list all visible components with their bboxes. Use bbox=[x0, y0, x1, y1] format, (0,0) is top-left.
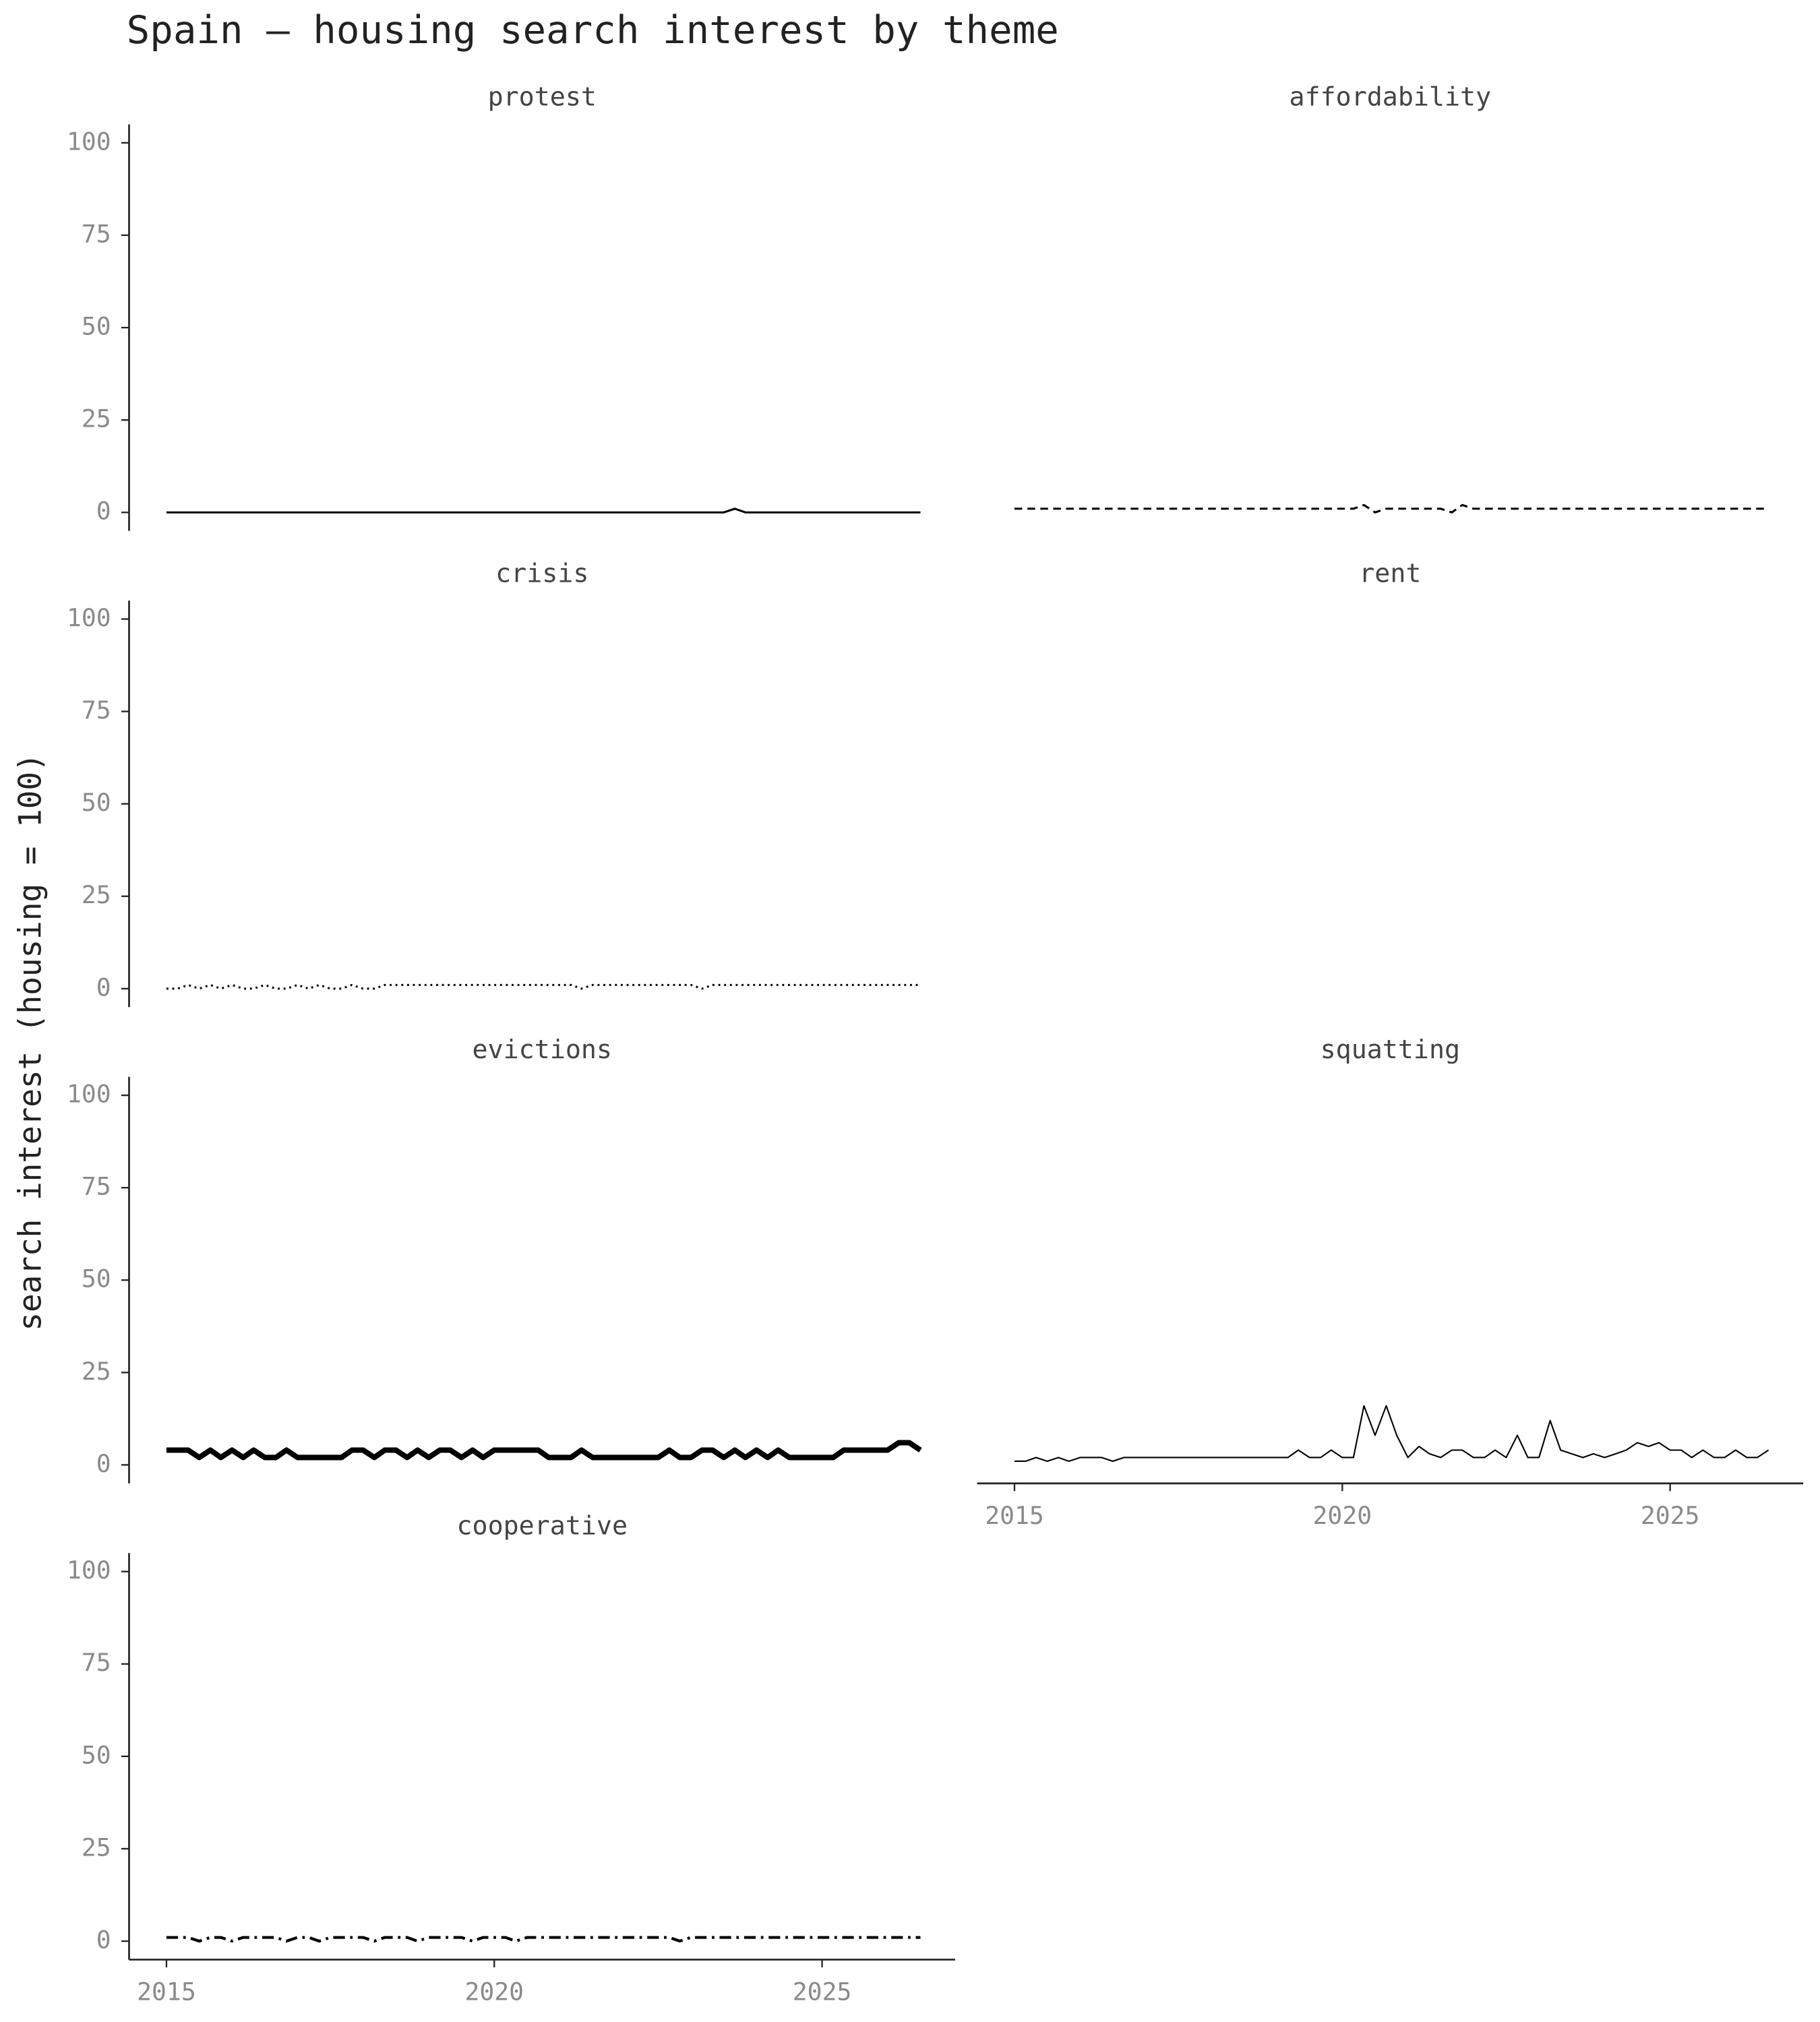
y-tick-label: 75 bbox=[82, 1172, 111, 1201]
y-tick-label: 50 bbox=[82, 312, 111, 341]
panel-title: rent bbox=[1359, 558, 1421, 588]
series-line bbox=[166, 1440, 922, 1461]
series-line bbox=[166, 1936, 921, 1943]
y-tick-label: 50 bbox=[82, 788, 111, 817]
y-axis-label: search interest (housing = 100) bbox=[11, 753, 48, 1330]
y-tick-label: 25 bbox=[82, 1357, 111, 1386]
y-tick-label: 100 bbox=[67, 603, 111, 632]
x-tick-label: 2025 bbox=[1641, 1501, 1700, 1530]
y-tick-label: 0 bbox=[96, 1926, 111, 1955]
chart-title: Spain — housing search interest by theme bbox=[127, 7, 1059, 53]
panel-title: affordability bbox=[1290, 82, 1492, 113]
panel-title: crisis bbox=[495, 558, 588, 588]
x-tick-label: 2015 bbox=[985, 1501, 1044, 1530]
series-line bbox=[166, 983, 921, 990]
panel-title: squatting bbox=[1321, 1035, 1460, 1065]
y-tick-label: 75 bbox=[82, 696, 111, 725]
series-line bbox=[1014, 503, 1769, 514]
y-tick-label: 75 bbox=[82, 219, 111, 248]
x-tick-label: 2020 bbox=[1313, 1501, 1372, 1530]
panel-title: cooperative bbox=[456, 1510, 628, 1541]
y-tick-label: 0 bbox=[96, 1449, 111, 1478]
y-tick-label: 0 bbox=[96, 497, 111, 526]
y-tick-label: 25 bbox=[82, 404, 111, 433]
x-tick-label: 2015 bbox=[137, 1978, 196, 2006]
series-line bbox=[166, 508, 921, 514]
y-tick-label: 100 bbox=[67, 127, 111, 156]
panel-title: protest bbox=[488, 82, 597, 113]
y-tick-label: 50 bbox=[82, 1264, 111, 1293]
series-line bbox=[1014, 1405, 1769, 1463]
y-tick-label: 50 bbox=[82, 1740, 111, 1769]
panel-title: evictions bbox=[473, 1035, 612, 1065]
y-tick-label: 100 bbox=[67, 1556, 111, 1585]
y-tick-label: 100 bbox=[67, 1080, 111, 1109]
x-tick-label: 2025 bbox=[793, 1978, 852, 2006]
y-tick-label: 75 bbox=[82, 1648, 111, 1677]
y-tick-label: 25 bbox=[82, 880, 111, 909]
y-tick-label: 25 bbox=[82, 1833, 111, 1862]
y-tick-label: 0 bbox=[96, 973, 111, 1002]
x-tick-label: 2020 bbox=[464, 1978, 524, 2006]
